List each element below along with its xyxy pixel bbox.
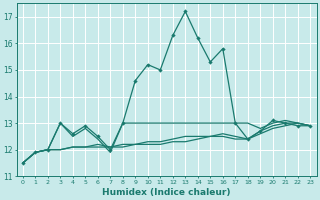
X-axis label: Humidex (Indice chaleur): Humidex (Indice chaleur) [102,188,231,197]
